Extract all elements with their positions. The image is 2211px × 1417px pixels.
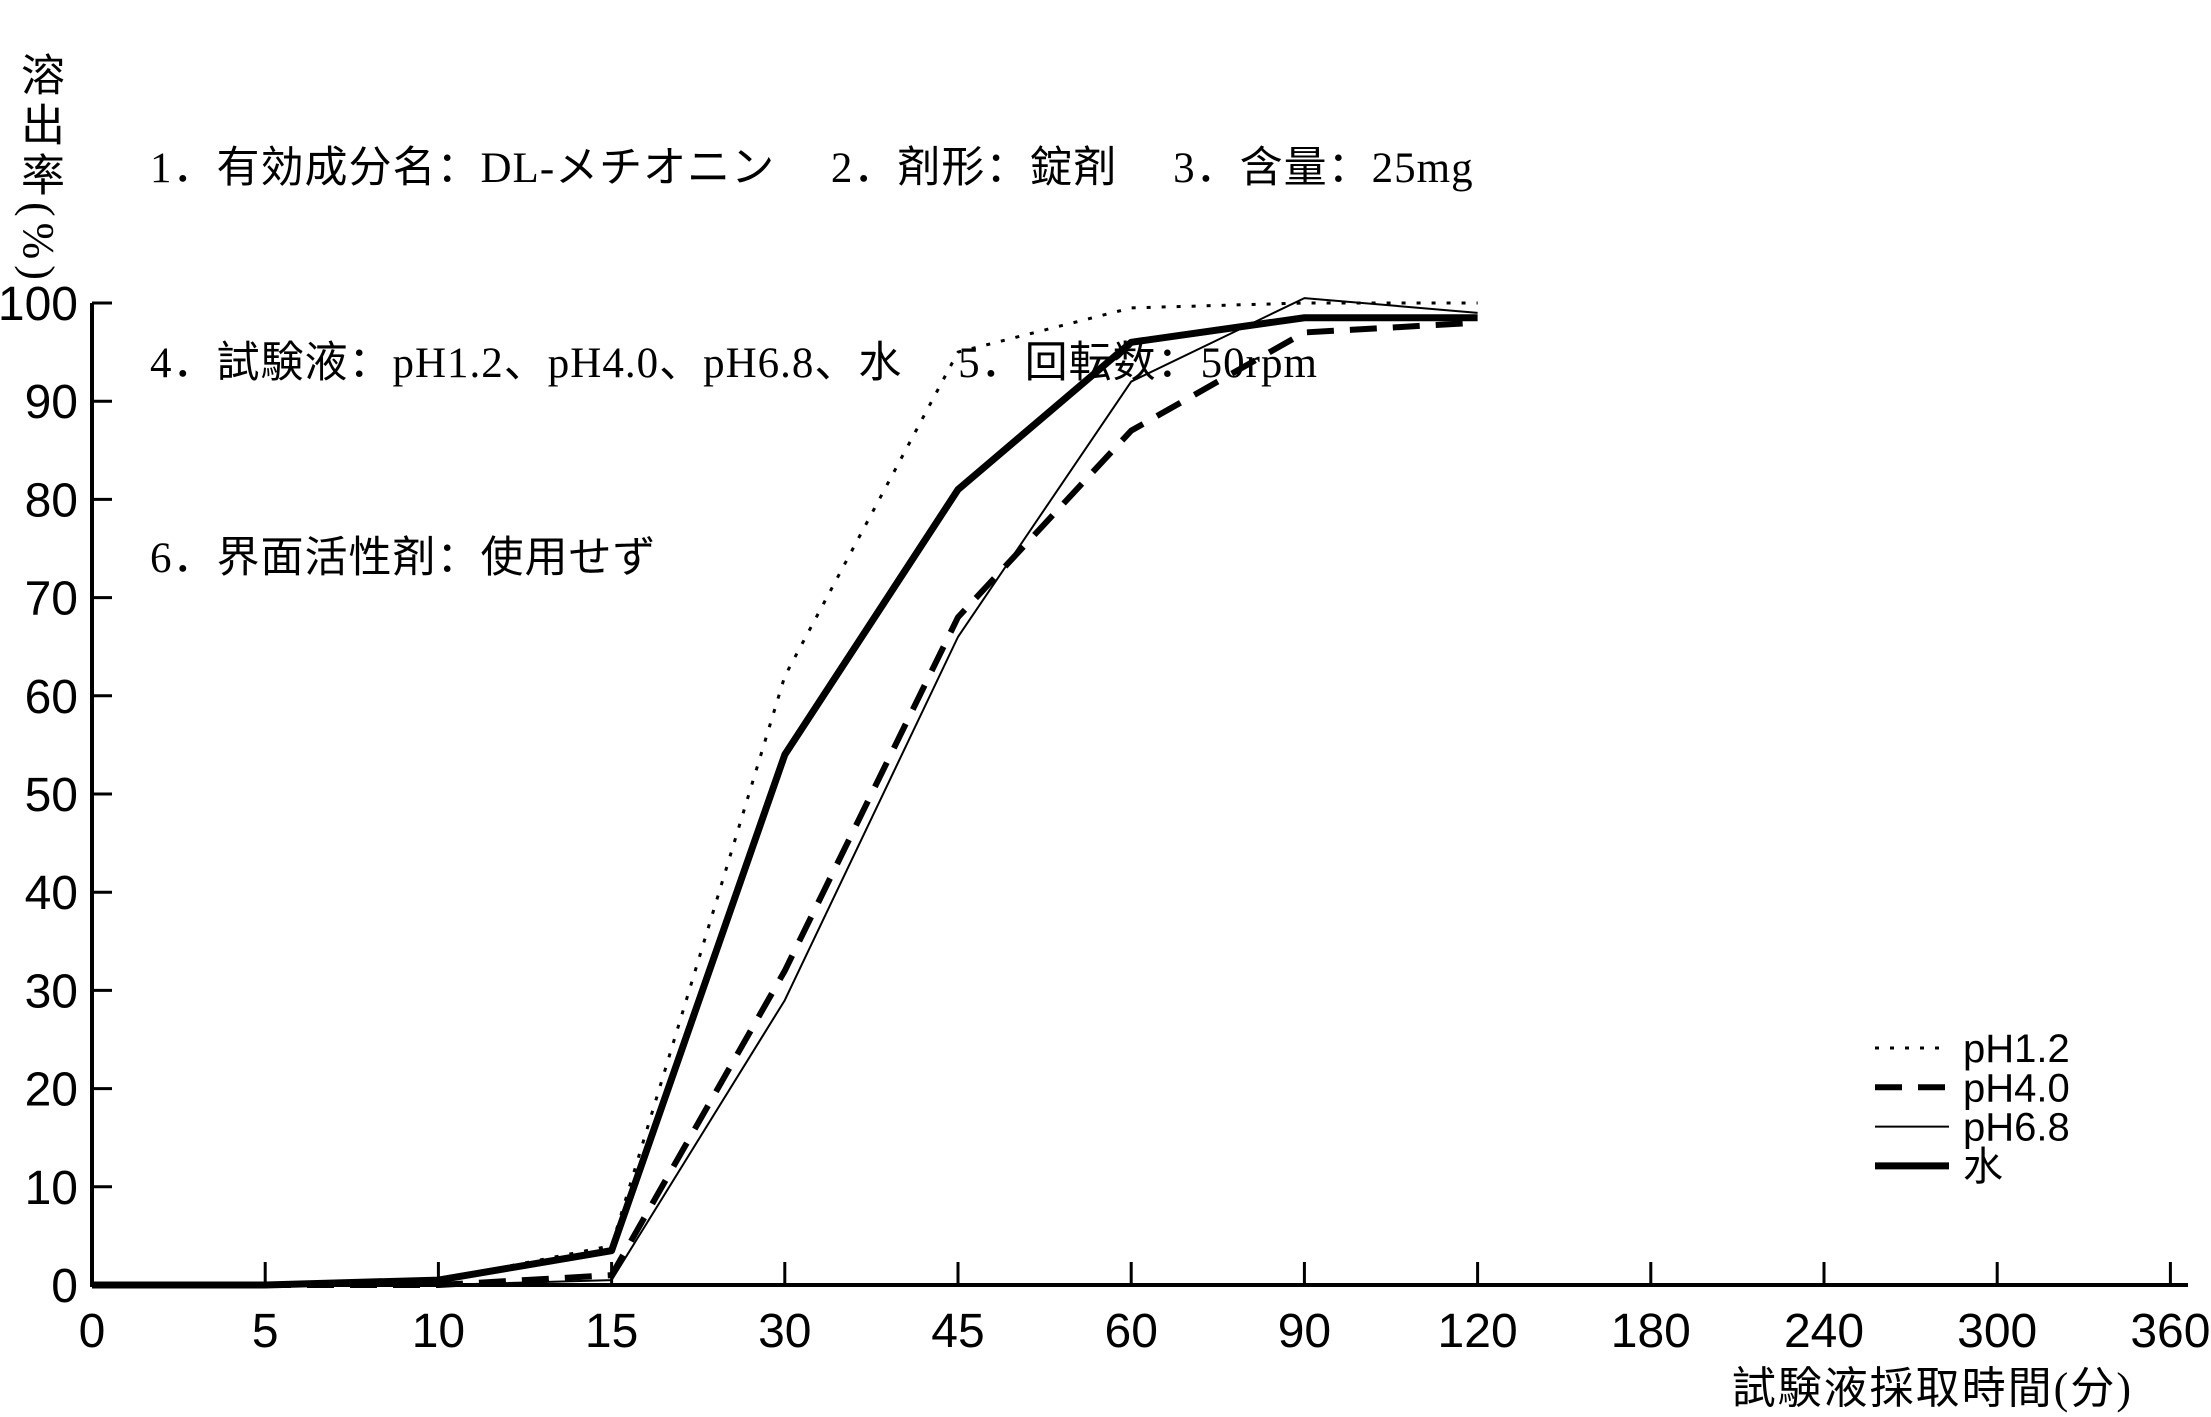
y-tick-label: 30 xyxy=(25,965,78,1018)
y-tick-label: 90 xyxy=(25,376,78,429)
y-tick-label: 100 xyxy=(0,278,78,331)
header-line-3: 6．界面活性剤：使用せず xyxy=(150,535,657,582)
y-axis-title: 溶出率(%) xyxy=(14,52,63,286)
x-axis-title: 試験液採取時間(分) xyxy=(1731,1364,2133,1413)
legend-label-pH4.0: pH4.0 xyxy=(1963,1066,2070,1110)
x-tick-label: 0 xyxy=(79,1305,106,1358)
x-tick-label: 300 xyxy=(1957,1305,2037,1358)
y-tick-label: 40 xyxy=(25,867,78,920)
x-tick-label: 60 xyxy=(1105,1305,1158,1358)
x-tick-label: 15 xyxy=(585,1305,638,1358)
y-tick-label: 50 xyxy=(25,769,78,822)
y-tick-label: 60 xyxy=(25,671,78,724)
x-tick-label: 240 xyxy=(1784,1305,1864,1358)
legend-label-pH6.8: pH6.8 xyxy=(1963,1106,2070,1150)
series-line-pH1.2 xyxy=(92,301,1478,1287)
y-tick-label: 0 xyxy=(51,1260,78,1313)
series-line-pH6.8 xyxy=(92,297,1478,1286)
y-tick-label: 20 xyxy=(25,1064,78,1117)
y-tick-label: 10 xyxy=(25,1162,78,1215)
legend-label-水: 水 xyxy=(1963,1145,2003,1189)
series-line-pH4.0 xyxy=(92,319,1478,1288)
legend-label-pH1.2: pH1.2 xyxy=(1963,1027,2070,1071)
y-tick-label: 80 xyxy=(25,474,78,527)
header-line-1: 1．有効成分名：DL-メチオニン 2．剤形：錠剤 3．含量：25mg xyxy=(150,145,1474,192)
y-tick-label: 70 xyxy=(25,573,78,626)
x-tick-label: 90 xyxy=(1278,1305,1331,1358)
x-tick-label: 45 xyxy=(931,1305,984,1358)
axis-lines xyxy=(90,303,2188,1287)
series-line-水 xyxy=(92,314,1478,1289)
x-tick-label: 30 xyxy=(758,1305,811,1358)
x-tick-label: 10 xyxy=(412,1305,465,1358)
x-tick-label: 5 xyxy=(252,1305,279,1358)
x-tick-label: 360 xyxy=(2130,1305,2210,1358)
x-tick-label: 180 xyxy=(1611,1305,1691,1358)
x-tick-label: 120 xyxy=(1438,1305,1518,1358)
